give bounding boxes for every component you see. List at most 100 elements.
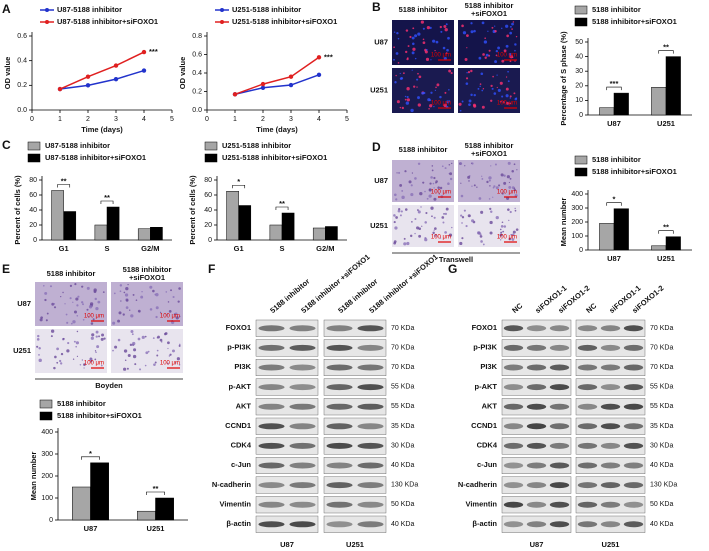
x-axis-label: Time (days) xyxy=(256,125,298,134)
x-tick-label: G1 xyxy=(234,244,244,253)
legend-label: 5188 inhibitor xyxy=(57,399,106,408)
legend-swatch xyxy=(220,8,224,12)
cell xyxy=(83,363,86,366)
y-tick-label: 0 xyxy=(33,237,37,244)
cell xyxy=(496,86,498,89)
cell xyxy=(46,312,49,315)
cell xyxy=(428,194,432,198)
cell xyxy=(502,230,505,233)
cell xyxy=(463,209,466,212)
cell xyxy=(416,226,420,230)
band xyxy=(600,423,621,430)
cell xyxy=(418,227,421,231)
micrograph xyxy=(458,20,520,65)
cell xyxy=(430,91,433,94)
cell xyxy=(400,210,403,213)
cell xyxy=(484,56,487,59)
x-tick-label: U87 xyxy=(607,254,621,263)
bar xyxy=(599,223,615,251)
row-label: U251 xyxy=(13,346,31,355)
cell xyxy=(511,170,514,173)
y-tick-label: 0.4 xyxy=(17,58,27,65)
band xyxy=(326,325,353,332)
y-tick-label: 0.2 xyxy=(17,82,27,89)
size-label: 40 KDa xyxy=(391,521,414,528)
cell xyxy=(513,187,516,190)
cell xyxy=(448,233,453,237)
cell xyxy=(506,175,510,179)
cell xyxy=(473,184,476,187)
cell xyxy=(407,45,410,48)
cell xyxy=(100,337,104,341)
cell xyxy=(482,88,485,90)
cell xyxy=(51,302,55,306)
cell xyxy=(159,338,163,342)
band xyxy=(526,403,547,410)
bar xyxy=(325,226,338,241)
protein-label: N-cadherin xyxy=(458,480,498,489)
point xyxy=(57,86,63,92)
scale-label: 100 μm xyxy=(497,235,517,241)
cell xyxy=(509,31,513,35)
cell xyxy=(139,368,142,371)
y-axis-label: Percent of cells (%) xyxy=(13,175,22,245)
cell xyxy=(502,101,505,104)
cell xyxy=(40,316,43,319)
band xyxy=(326,482,353,489)
cell xyxy=(503,174,506,177)
cell xyxy=(90,360,93,363)
cell xyxy=(447,182,450,185)
legend-swatch xyxy=(27,141,41,151)
cell xyxy=(396,172,398,174)
legend-swatch xyxy=(45,8,49,12)
cell xyxy=(494,29,497,33)
cell xyxy=(468,103,471,106)
column-label: 5188 inhibitor xyxy=(399,5,448,14)
panel-letter: A xyxy=(2,2,11,16)
cell xyxy=(177,300,180,303)
cell xyxy=(88,305,93,309)
cell xyxy=(471,162,474,165)
cell xyxy=(434,89,437,92)
cell xyxy=(410,184,413,187)
size-label: 40 KDa xyxy=(650,521,673,528)
legend-label: U87-5188 inhibitor xyxy=(45,141,110,150)
protein-label: Vimentin xyxy=(219,499,251,508)
cell xyxy=(75,297,79,301)
band xyxy=(503,325,524,332)
bracket xyxy=(100,200,114,204)
cell xyxy=(123,349,128,353)
cell xyxy=(410,108,414,113)
band xyxy=(577,501,598,508)
cell xyxy=(140,295,144,299)
cell xyxy=(145,351,149,355)
cell xyxy=(94,350,97,352)
band xyxy=(258,442,285,449)
cell xyxy=(514,43,517,46)
band xyxy=(600,325,621,332)
panel-letter: C xyxy=(2,138,11,152)
cell xyxy=(459,162,463,165)
cell xyxy=(509,177,512,180)
cell xyxy=(434,49,436,52)
cell xyxy=(130,329,134,333)
cell xyxy=(76,314,79,317)
cell xyxy=(404,208,408,211)
cell xyxy=(488,179,491,182)
legend-swatch xyxy=(27,153,41,163)
cell xyxy=(509,25,512,28)
cell xyxy=(450,162,453,165)
cell xyxy=(514,49,516,52)
cell xyxy=(433,197,437,201)
x-axis-label: Time (days) xyxy=(81,125,123,134)
cell xyxy=(427,98,431,102)
column-label: 5188 inhibitor xyxy=(399,145,448,154)
cell xyxy=(397,62,400,64)
cell xyxy=(404,170,407,173)
cell xyxy=(442,221,445,224)
cell xyxy=(479,235,483,238)
annotation: ** xyxy=(279,199,285,208)
cell xyxy=(513,92,516,95)
cell xyxy=(426,26,431,30)
column-label: +siFOXO1 xyxy=(471,149,507,158)
